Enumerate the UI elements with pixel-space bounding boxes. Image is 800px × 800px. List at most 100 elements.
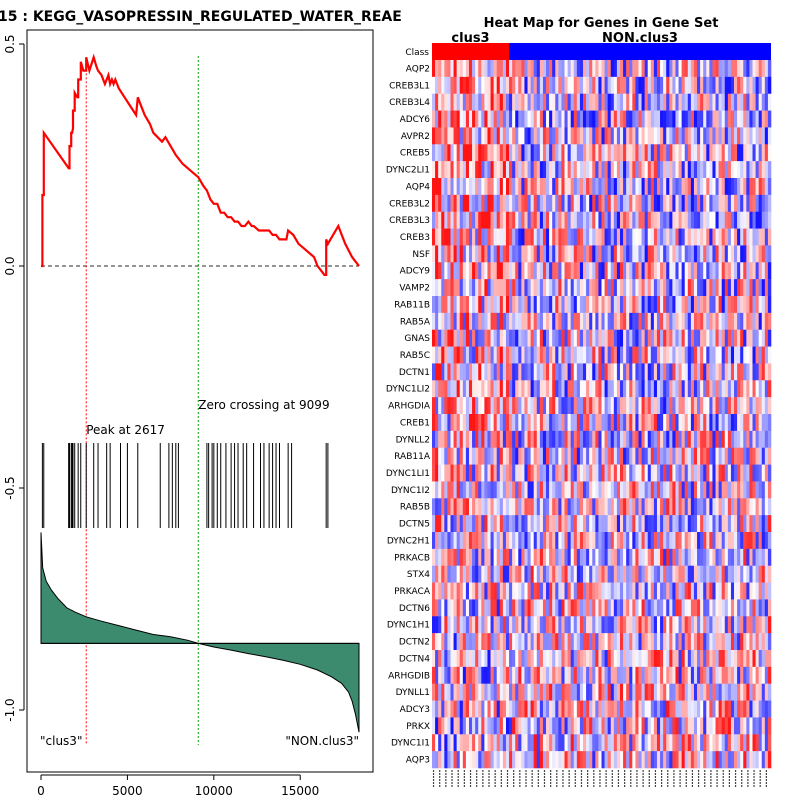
heatmap-cell [536,751,541,769]
heatmap-cell [610,262,615,280]
heatmap-cell [493,414,498,432]
heatmap-cell [505,60,510,78]
heatmap-cell [459,447,464,465]
heatmap-cell [453,60,457,78]
heatmap-cell [527,515,531,533]
heatmap-cell [515,532,519,550]
heatmap-cell [546,548,550,567]
heatmap-cell [681,650,686,668]
heatmap-cell [746,599,750,617]
heatmap-cell [447,616,451,634]
heatmap-cell [678,194,682,213]
heatmap-cell [515,228,519,246]
heatmap-cell [444,76,448,95]
heatmap-cell [724,262,729,280]
heatmap-cell [684,110,689,128]
heatmap-cell [715,397,719,415]
heatmap-cell [583,296,587,314]
gene-label: ADCY9 [400,267,431,277]
heatmap-cell [693,279,698,297]
heatmap-cell [481,279,485,297]
heatmap-cell [715,430,719,449]
heatmap-cell [518,751,522,769]
heatmap-cell [564,93,568,111]
heatmap-cell [518,599,522,617]
heatmap-cell [570,380,575,398]
heatmap-cell [678,582,682,600]
heatmap-cell [764,683,769,701]
heatmap-cell [687,481,692,499]
heatmap-cell [438,178,442,196]
heatmap-cell [740,447,744,465]
heatmap-cell [583,751,587,769]
heatmap-cell [718,515,722,533]
heatmap-cell [746,380,750,398]
heatmap-cell [475,498,479,516]
heatmap-cell [601,296,605,314]
heatmap-cell [656,548,661,567]
heatmap-cell [521,447,525,465]
heatmap-cell [592,245,596,263]
heatmap-cell [730,700,735,718]
heatmap-cell [555,734,559,752]
heatmap-cell [589,700,593,718]
heatmap-cell [737,515,741,533]
heatmap-cell [441,414,445,432]
heatmap-cell [767,700,772,718]
heatmap-cell [752,211,756,229]
heatmap-cell [758,734,763,752]
heatmap-cell [660,414,664,432]
heatmap-cell [549,228,553,246]
heatmap-cell [743,481,747,499]
heatmap-cell [459,397,464,415]
heatmap-cell [536,363,541,381]
heatmap-cell [660,380,664,398]
heatmap-cell [740,76,744,95]
heatmap-cell [700,363,704,381]
heatmap-cell [502,127,507,145]
heatmap-cell [447,228,451,246]
heatmap-cell [764,194,769,213]
heatmap-cell [589,464,593,482]
heatmap-cell [552,464,556,482]
gene-label: DCTN5 [399,520,430,530]
heatmap-cell [432,380,436,398]
heatmap-cell [644,666,649,685]
heatmap-cell [530,734,534,752]
heatmap-cell [727,616,732,634]
heatmap-cell [438,329,442,347]
heatmap-cell [521,751,525,769]
enrichment-plot-title: 15 : KEGG_VASOPRESSIN_REGULATED_WATER_RE… [0,9,402,25]
heatmap-cell [555,279,559,297]
heatmap-cell [660,717,664,735]
heatmap-cell [746,565,750,583]
heatmap-cell [629,548,633,567]
heatmap-cell [641,616,645,634]
heatmap-cell [521,397,525,415]
heatmap-cell [595,127,599,145]
heatmap-cell [518,414,522,432]
heatmap-cell [487,60,491,78]
heatmap-cell [632,397,636,415]
heatmap-cell [447,329,451,347]
heatmap-cell [579,312,584,331]
heatmap-cell [598,245,602,263]
heatmap-cell [567,363,571,381]
heatmap-cell [656,110,661,128]
heatmap-cell [567,447,571,465]
heatmap-cell [656,751,661,769]
heatmap-cell [697,296,701,314]
heatmap-cell [472,599,476,617]
heatmap-cell [524,633,528,651]
heatmap-cell [484,110,488,128]
heatmap-cell [755,312,759,331]
heatmap-cell [546,481,550,499]
heatmap-cell [570,683,575,701]
heatmap-cell [697,329,701,347]
heatmap-cell [499,346,504,364]
heatmap-cell [712,76,716,95]
heatmap-cell [576,515,581,533]
heatmap-cell [638,76,642,95]
heatmap-cell [515,633,519,651]
heatmap-cell [459,178,464,196]
